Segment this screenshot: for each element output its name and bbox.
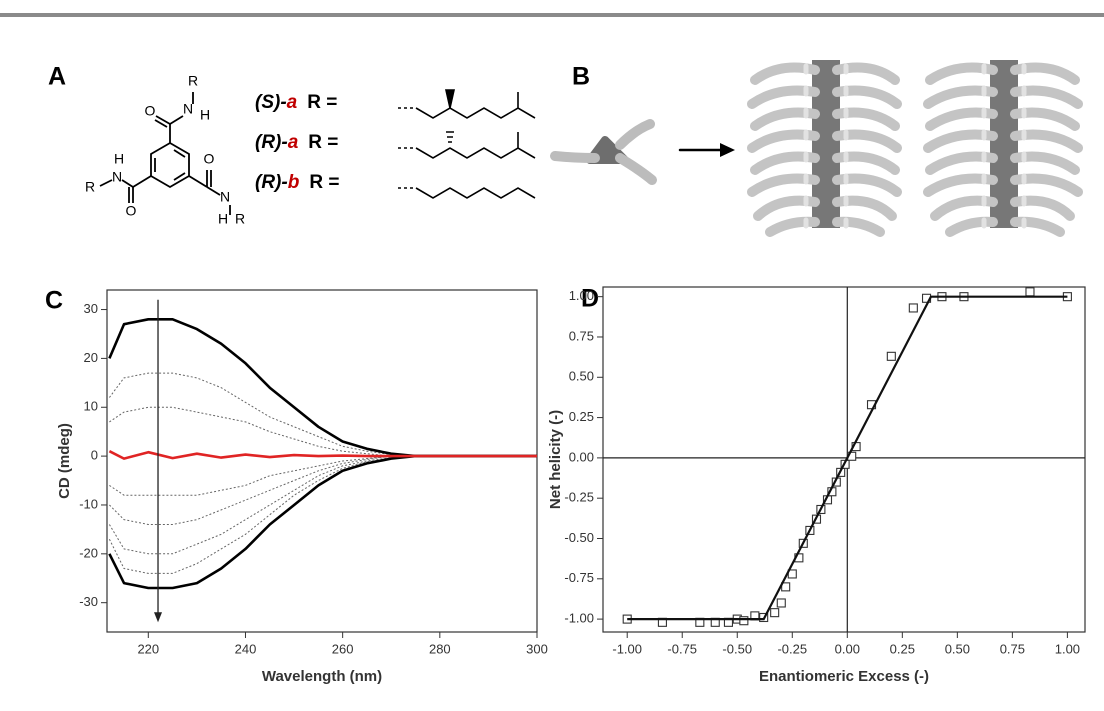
x-tick-label: 260 xyxy=(332,641,354,656)
helix-illustration xyxy=(550,60,1083,237)
x-axis-title: Enantiomeric Excess (-) xyxy=(759,668,929,685)
atom-label: R xyxy=(235,211,245,227)
y-tick-label: -1.00 xyxy=(564,611,594,626)
data-point xyxy=(739,616,749,626)
x-tick-label: 220 xyxy=(137,641,159,656)
y-tick-label: -30 xyxy=(79,594,98,609)
x-tick-label: -0.75 xyxy=(667,641,697,656)
atom-label: N xyxy=(112,169,122,185)
x-tick-label: 0.00 xyxy=(835,641,860,656)
x-axis-title: Wavelength (nm) xyxy=(262,668,382,685)
panel-label: C xyxy=(45,287,63,315)
data-line xyxy=(108,450,537,460)
molecule xyxy=(99,92,231,215)
y-tick-label: 1.00 xyxy=(569,288,594,303)
x-tick-label: 1.00 xyxy=(1055,641,1080,656)
y-tick-label: -0.75 xyxy=(564,570,594,585)
atom-label: R xyxy=(85,179,95,195)
data-line xyxy=(109,455,537,525)
data-line xyxy=(108,372,537,457)
x-tick-label: 0.50 xyxy=(945,641,970,656)
y-tick-label: -20 xyxy=(79,545,98,560)
compound-r: R = xyxy=(308,132,338,153)
data-line xyxy=(108,318,537,458)
atom-label: N xyxy=(183,101,193,117)
compound-letter: a xyxy=(288,132,299,153)
data-point xyxy=(776,598,786,608)
panel-label: B xyxy=(572,63,590,91)
compound-label: (S)-a R = xyxy=(255,92,337,113)
panel-label: A xyxy=(48,63,66,91)
data-point xyxy=(781,582,791,592)
atom-label: N xyxy=(220,189,230,205)
compound-prefix: (R)- xyxy=(255,132,288,153)
y-tick-label: 0.75 xyxy=(569,328,594,343)
compound-letter: a xyxy=(287,92,298,113)
plot-frame xyxy=(106,289,538,633)
arrow-head xyxy=(154,612,163,623)
panel-label: D xyxy=(581,285,599,313)
data-point xyxy=(1025,287,1035,297)
atom-label: O xyxy=(126,203,137,219)
atom-label: H xyxy=(200,107,210,123)
y-tick-label: 0 xyxy=(91,448,98,463)
y-axis-title: CD (mdeg) xyxy=(56,423,73,499)
data-point xyxy=(908,303,918,313)
y-axis-title: Net helicity (-) xyxy=(547,410,564,509)
x-tick-label: -0.50 xyxy=(722,641,752,656)
compound-prefix: (R)- xyxy=(255,172,288,193)
fit-line xyxy=(627,295,1068,621)
data-point xyxy=(770,608,780,618)
compound-label: (R)-a R = xyxy=(255,132,338,153)
compound-r: R = xyxy=(307,92,337,113)
data-line xyxy=(108,455,537,555)
data-line xyxy=(109,455,537,496)
x-tick-label: -1.00 xyxy=(612,641,642,656)
x-tick-label: 240 xyxy=(235,641,257,656)
atom-label: H xyxy=(114,151,124,167)
compound-letter: b xyxy=(288,172,300,193)
data-point xyxy=(886,351,896,361)
y-tick-label: -0.25 xyxy=(564,490,594,505)
y-tick-label: 30 xyxy=(84,301,98,316)
plot-frame xyxy=(602,286,1086,633)
data-line xyxy=(109,406,537,457)
compound-label: (R)-b R = xyxy=(255,172,339,193)
y-tick-label: 0.50 xyxy=(569,369,594,384)
x-tick-label: 0.25 xyxy=(890,641,915,656)
x-tick-label: 300 xyxy=(526,641,548,656)
x-tick-label: -0.25 xyxy=(777,641,807,656)
atom-label: O xyxy=(145,103,156,119)
top-rule xyxy=(0,13,1104,17)
compound-prefix: (S)- xyxy=(255,92,287,113)
y-tick-label: 0.25 xyxy=(569,409,594,424)
atom-label: H xyxy=(218,211,228,227)
y-tick-label: 20 xyxy=(84,350,98,365)
alkyl-chains xyxy=(398,89,536,199)
data-line xyxy=(108,454,537,590)
y-tick-label: -10 xyxy=(79,496,98,511)
y-tick-label: 0.00 xyxy=(569,449,594,464)
y-tick-label: -0.50 xyxy=(564,530,594,545)
x-tick-label: 280 xyxy=(429,641,451,656)
atom-label: R xyxy=(188,73,198,89)
x-tick-label: 0.75 xyxy=(1000,641,1025,656)
y-tick-label: 10 xyxy=(84,399,98,414)
atom-label: O xyxy=(204,151,215,167)
compound-r: R = xyxy=(309,172,339,193)
